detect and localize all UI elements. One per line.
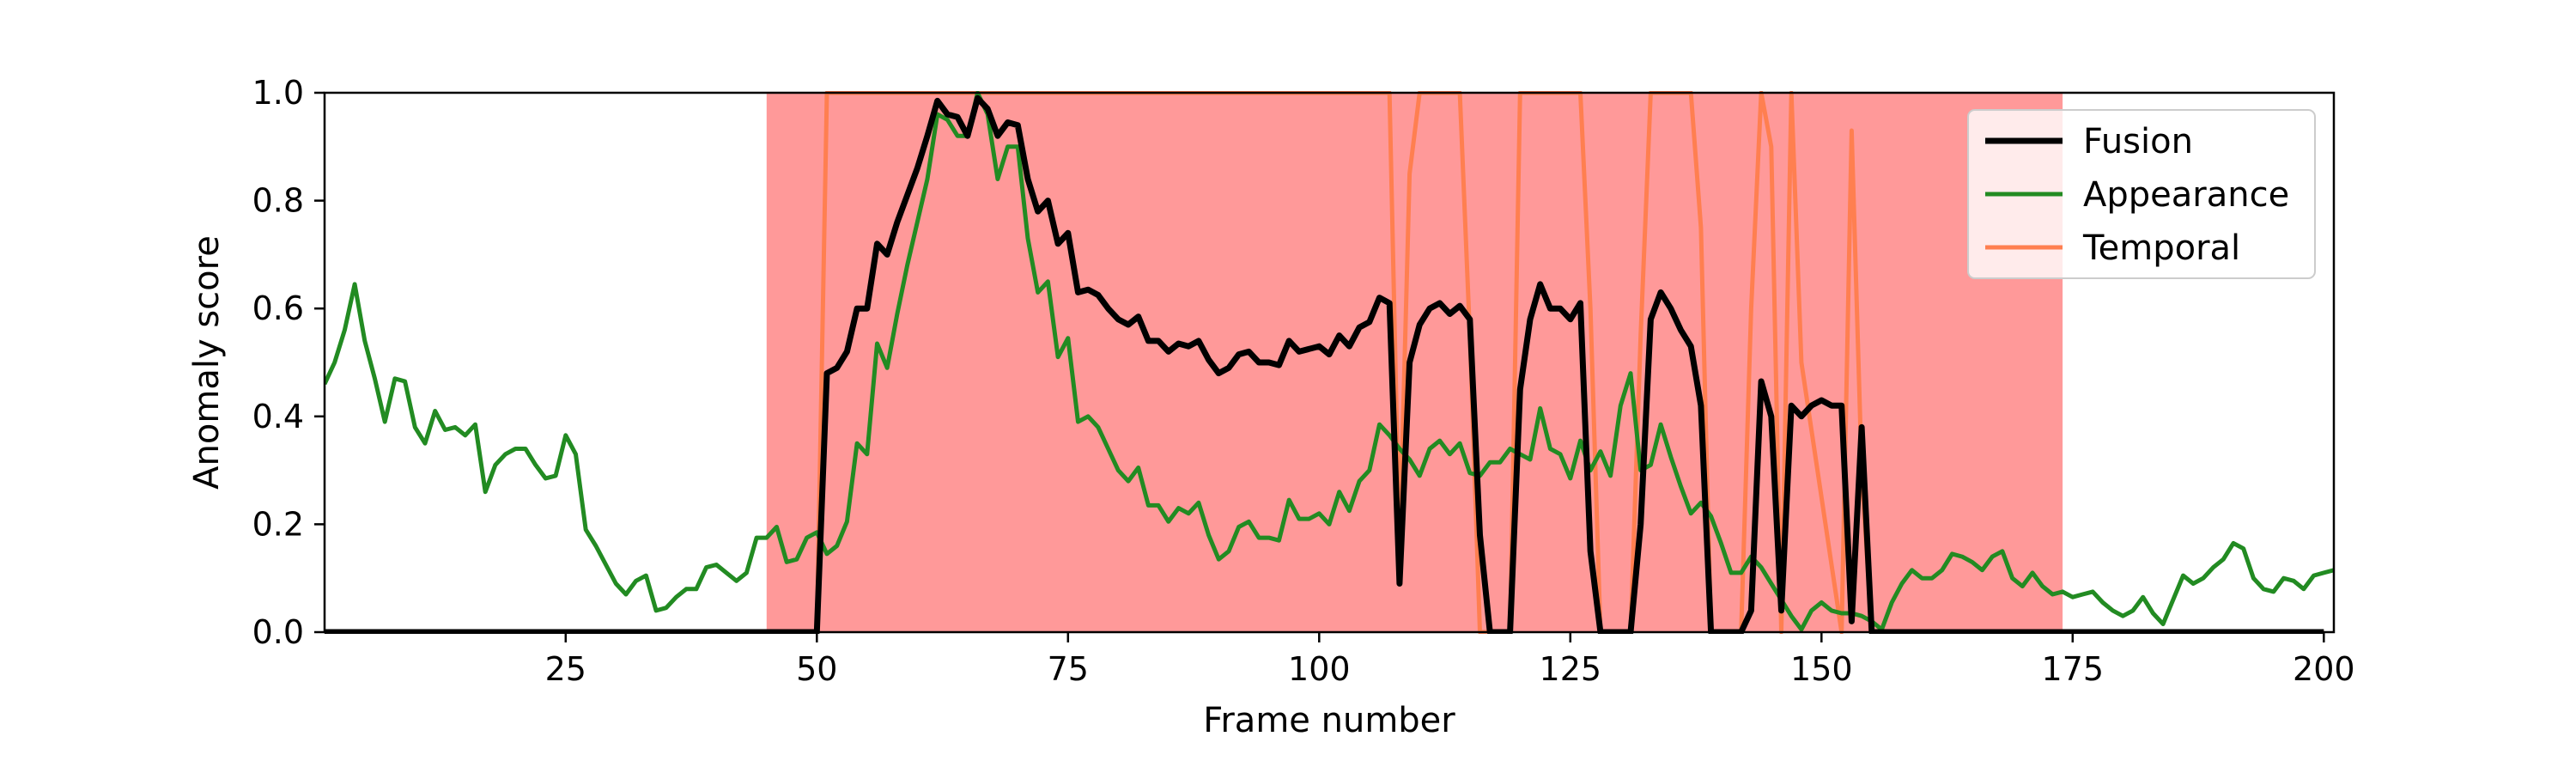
series-layer (325, 91, 2334, 634)
y-tick-label: 0.4 (252, 398, 304, 435)
y-tick-label: 0.6 (252, 289, 304, 327)
x-tick-label: 25 (545, 650, 586, 688)
x-tick-label: 50 (796, 650, 837, 688)
legend-label-temporal: Temporal (2082, 228, 2240, 268)
legend-label-appearance: Appearance (2083, 175, 2289, 215)
x-tick-label: 75 (1048, 650, 1089, 688)
x-axis-label: Frame number (1203, 701, 1455, 740)
legend-label-fusion: Fusion (2083, 122, 2193, 161)
x-tick-label: 175 (2042, 650, 2105, 688)
plot-frame (323, 91, 2336, 634)
legend-box (1967, 109, 2316, 279)
x-tick-label: 150 (1790, 650, 1853, 688)
y-tick-label: 1.0 (252, 74, 304, 112)
y-tick-label: 0.2 (252, 505, 304, 543)
y-tick-label: 0.8 (252, 182, 304, 220)
x-tick-label: 100 (1288, 650, 1351, 688)
x-tick-label: 200 (2293, 650, 2355, 688)
ticks-layer: 25 50 75 100 125 150 175 200 0.0 0.2 0.4 0.6 0.8 1.0 (252, 74, 2355, 688)
series-line-fusion (325, 94, 2324, 634)
series-line-appearance (325, 91, 2334, 632)
y-axis-label: Anomaly score (187, 235, 227, 490)
series-line-temporal (325, 91, 2324, 634)
x-tick-label: 125 (1540, 650, 1602, 688)
legend: Fusion Appearance Temporal (1967, 109, 2316, 279)
y-tick-label: 0.0 (252, 613, 304, 651)
